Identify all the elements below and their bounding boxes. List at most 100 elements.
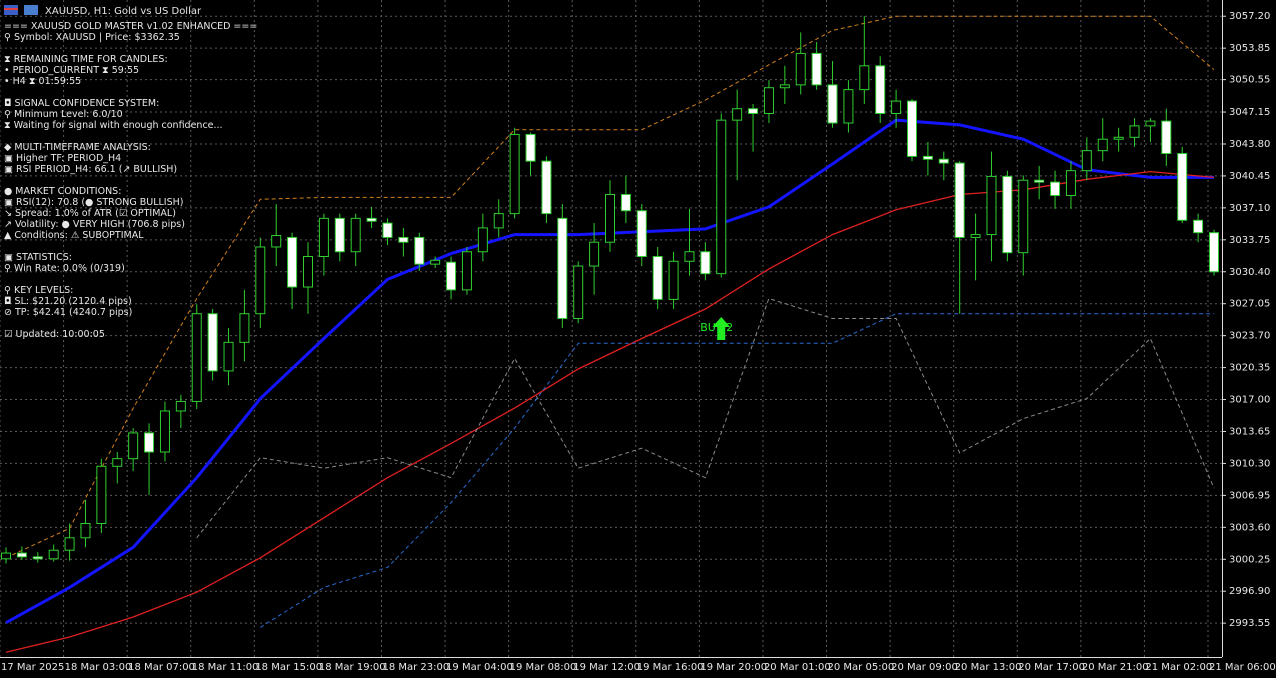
candle-body (700, 251, 711, 275)
candle-body (1065, 170, 1076, 196)
candle-body (779, 84, 790, 89)
y-tick-label: 2996.90 (1229, 586, 1270, 597)
panel-line: • H4 ⧗ 01:59:55 (4, 76, 82, 87)
y-tick-label: 3053.85 (1229, 43, 1270, 54)
candle-body (32, 556, 43, 560)
panel-group: ▣ STATISTICS: ⚲ Win Rate: 0.0% (0/319) (4, 252, 257, 274)
panel-line: ⚲ Symbol: XAUUSD | Price: $3362.35 (4, 32, 180, 43)
panel-line: ⚲ Minimum Level: 6.0/10 (4, 109, 123, 120)
panel-group: ◘ SIGNAL CONFIDENCE SYSTEM: ⚲ Minimum Lev… (4, 98, 257, 131)
x-tick-label: 20 Mar 05:00 (828, 662, 895, 673)
y-tick-label: 3010.30 (1229, 458, 1270, 469)
candle-body (318, 217, 329, 258)
panel-line: ↘ Spread: 1.0% of ATR (☑ OPTIMAL) (4, 208, 176, 219)
y-tick-label: 3006.95 (1229, 490, 1270, 501)
x-tick-label: 20 Mar 01:00 (764, 662, 831, 673)
panel-group: === XAUUSD GOLD MASTER v1.02 ENHANCED ==… (4, 21, 257, 43)
candle-body (446, 261, 457, 291)
candle-body (891, 100, 902, 114)
candle-body (668, 260, 679, 300)
candle-body (398, 236, 409, 243)
x-tick-label: 19 Mar 16:00 (637, 662, 704, 673)
candle-body (875, 65, 886, 114)
candle-body (1145, 120, 1156, 127)
candle-body (96, 465, 107, 525)
panel-line: • PERIOD_CURRENT ⧗ 59:55 (4, 65, 140, 76)
panel-group: ● MARKET CONDITIONS: ▣ RSI(12): 70.8 (● S… (4, 186, 257, 241)
info-panel: === XAUUSD GOLD MASTER v1.02 ENHANCED ==… (4, 21, 257, 351)
candle-body (922, 155, 933, 160)
y-tick-label: 3033.75 (1229, 235, 1270, 246)
y-tick-label: 3000.25 (1229, 554, 1270, 565)
y-tick-label: 3050.55 (1229, 75, 1270, 86)
x-tick-label: 18 Mar 23:00 (382, 662, 449, 673)
y-tick-label: 3040.45 (1229, 171, 1270, 182)
candle-body (763, 87, 774, 114)
panel-line: ▲ Conditions: ⚠ SUBOPTIMAL (4, 230, 144, 241)
indicator-line (196, 297, 1215, 539)
candle-body (620, 194, 631, 212)
candle-body (1177, 153, 1188, 221)
x-tick-label: 21 Mar 06:00 (1209, 662, 1276, 673)
candle-body (430, 259, 441, 265)
x-tick-label: 19 Mar 12:00 (573, 662, 640, 673)
candle-body (652, 256, 663, 300)
candle-body (1113, 136, 1124, 140)
candle-body (350, 217, 361, 253)
x-tick-label: 20 Mar 13:00 (955, 662, 1022, 673)
candle-body (907, 100, 917, 157)
candle-body (557, 217, 568, 319)
candle-body (716, 119, 727, 275)
panel-line: ◘ SL: $21.20 (2120.4 pips) (4, 296, 132, 307)
candle-body (112, 458, 123, 467)
candle-body (986, 175, 997, 236)
y-tick-label: 3003.60 (1229, 522, 1270, 533)
candle-body (1129, 125, 1140, 138)
plot: BUY 2 (0, 0, 1222, 657)
panel-line: ⚲ KEY LEVELS: (4, 285, 74, 296)
candle-body (1081, 150, 1092, 172)
x-tick-label: 19 Mar 08:00 (510, 662, 577, 673)
panel-line: ⧗ Waiting for signal with enough confide… (4, 120, 223, 131)
panel-line: ↗ Volatility: ● VERY HIGH (706.8 pips) (4, 219, 185, 230)
indicator-line (5, 15, 1215, 559)
candle-body (128, 432, 139, 460)
candle-body (16, 552, 27, 558)
candle-body (811, 52, 822, 86)
candle-body (573, 265, 584, 319)
candle-body (477, 227, 488, 253)
candle-body (1050, 181, 1061, 196)
panel-line: === XAUUSD GOLD MASTER v1.02 ENHANCED ==… (4, 21, 258, 32)
candle-body (509, 133, 520, 215)
flag-icon (4, 8, 18, 10)
candle-body (207, 313, 218, 372)
y-tick-label: 3013.65 (1229, 426, 1270, 437)
candle-body (795, 52, 806, 86)
y-tick-label: 3027.05 (1229, 299, 1270, 310)
candle-body (159, 410, 170, 453)
candle-body (589, 241, 600, 267)
candle-body (334, 217, 345, 253)
x-tick-label: 18 Mar 03:00 (65, 662, 132, 673)
candle-body (1209, 232, 1219, 273)
chart-icon (24, 5, 38, 15)
candle-body (954, 162, 965, 238)
x-tick-label: 17 Mar 2025 (1, 662, 64, 673)
panel-line: ◘ SIGNAL CONFIDENCE SYSTEM: (4, 98, 160, 109)
panel-line: ● MARKET CONDITIONS: (4, 186, 122, 197)
y-tick-label: 3043.80 (1229, 139, 1270, 150)
candle-body (48, 549, 59, 560)
candle-body (80, 523, 91, 539)
candle-body (239, 313, 250, 343)
candle-body (144, 432, 155, 453)
candle-body (303, 256, 313, 288)
panel-line: ⊘ TP: $42.41 (4240.7 pips) (4, 307, 133, 318)
y-tick-label: 3047.15 (1229, 107, 1270, 118)
panel-group: ☑ Updated: 10:00:05 (4, 329, 257, 340)
candle-body (175, 400, 186, 412)
indicator-line (260, 313, 1214, 628)
y-tick-label: 3057.20 (1229, 11, 1270, 22)
candle-body (605, 194, 615, 243)
